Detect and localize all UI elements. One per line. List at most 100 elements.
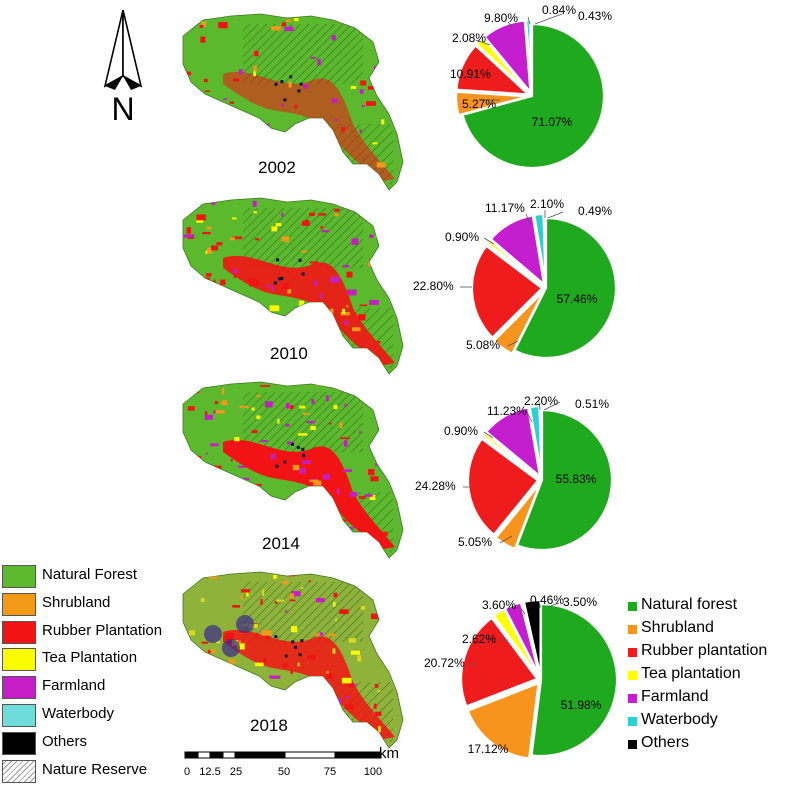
land-patch bbox=[218, 22, 228, 29]
land-patch bbox=[228, 659, 235, 665]
land-patch bbox=[340, 312, 350, 316]
land-patch bbox=[307, 655, 316, 660]
pie-leader-line bbox=[499, 535, 513, 544]
land-patch bbox=[260, 440, 268, 442]
land-patch bbox=[289, 593, 295, 599]
others-area bbox=[278, 277, 282, 281]
scale-segment bbox=[334, 751, 382, 759]
map-2014 bbox=[182, 381, 404, 559]
rubber-plantation-area bbox=[223, 255, 395, 366]
land-patch bbox=[333, 602, 336, 607]
pie-slice-shrubland bbox=[466, 681, 540, 760]
pie-slice-farmland bbox=[489, 214, 546, 288]
pie-slice-rubber-plantation bbox=[455, 43, 532, 96]
scale-segment bbox=[197, 751, 211, 759]
land-patch bbox=[341, 506, 345, 509]
land-patch bbox=[205, 250, 209, 255]
land-patch bbox=[293, 17, 299, 22]
others-area bbox=[297, 89, 301, 93]
pie-data-label: 9.80% bbox=[484, 11, 518, 25]
land-patch bbox=[378, 726, 381, 733]
land-patch bbox=[265, 633, 270, 640]
rubber-plantation-area bbox=[223, 629, 395, 740]
pie-leader-line bbox=[538, 401, 541, 411]
legend-item-tea-plantation: Tea Plantation bbox=[0, 645, 185, 673]
pie-slice-tea-plantation bbox=[485, 238, 544, 287]
land-patch bbox=[205, 452, 208, 455]
land-patch bbox=[298, 433, 308, 436]
land-patch bbox=[381, 531, 388, 537]
others-area bbox=[299, 82, 303, 86]
land-patch bbox=[376, 162, 386, 168]
land-patch bbox=[300, 587, 304, 589]
land-patch bbox=[342, 265, 350, 268]
pie-data-label: 3.60% bbox=[482, 598, 516, 612]
pie-data-label: 2.10% bbox=[530, 197, 564, 211]
land-patch bbox=[210, 649, 215, 654]
land-patch bbox=[277, 418, 280, 424]
pie-2002: 71.07% 5.27% 10.91% 2.08% 9.80% 0.84% 0.43% bbox=[450, 3, 612, 170]
pie-legend-label: Others bbox=[641, 734, 690, 751]
others-area bbox=[222, 639, 240, 657]
land-patch bbox=[297, 662, 300, 667]
land-patch bbox=[299, 405, 306, 409]
pie-slice-farmland bbox=[484, 406, 542, 480]
pie-legend-swatch bbox=[628, 625, 637, 634]
others-area bbox=[289, 75, 293, 79]
pie-leader-line bbox=[507, 21, 514, 29]
legend-item-rubber-plantation: Rubber Plantation bbox=[0, 618, 185, 646]
scale-bar: km 0 12.5 25 50 75 100 bbox=[183, 745, 413, 785]
north-arrow-icon: N bbox=[103, 9, 143, 127]
pie-leader-line bbox=[507, 340, 519, 347]
land-patch bbox=[238, 69, 243, 75]
pie-leader-line bbox=[518, 605, 526, 615]
land-patch bbox=[216, 242, 223, 246]
pie-data-label: 24.28% bbox=[415, 479, 456, 493]
land-patch bbox=[353, 684, 357, 686]
pie-legend-label: Waterbody bbox=[641, 711, 718, 728]
pie-data-label: 0.84% bbox=[542, 3, 576, 17]
land-patch bbox=[309, 212, 315, 216]
others-area bbox=[302, 454, 306, 457]
land-patch bbox=[220, 279, 226, 286]
others-area bbox=[284, 654, 288, 658]
land-patch bbox=[298, 300, 305, 307]
land-patch bbox=[255, 662, 264, 667]
pie-slice-others bbox=[528, 18, 534, 93]
land-patch bbox=[281, 103, 284, 107]
land-patch bbox=[345, 696, 350, 699]
pie-data-label: 20.72% bbox=[424, 656, 465, 670]
land-patch bbox=[341, 127, 346, 132]
land-patch bbox=[229, 101, 235, 104]
land-patch bbox=[211, 245, 219, 251]
land-patch bbox=[359, 431, 362, 434]
land-patch bbox=[274, 600, 278, 604]
land-patch bbox=[373, 703, 377, 709]
land-patch bbox=[332, 648, 336, 654]
others-area bbox=[280, 276, 284, 280]
land-patch bbox=[269, 675, 272, 678]
pie-data-label: 0.51% bbox=[575, 397, 609, 411]
land-patch bbox=[233, 269, 238, 274]
land-patch bbox=[215, 410, 225, 414]
pie-data-label: 3.50% bbox=[563, 595, 597, 609]
pie-legend-item: Natural forest bbox=[626, 595, 785, 618]
pie-data-label: 2.62% bbox=[462, 632, 496, 646]
land-patch bbox=[251, 430, 258, 434]
land-patch bbox=[200, 36, 206, 43]
pie-leader-line bbox=[534, 13, 563, 25]
pie-data-label: 0.90% bbox=[444, 424, 478, 438]
pie-2010: 57.46% 5.08% 22.80% 0.90% 11.17% 2.10% 0.49% bbox=[413, 197, 618, 360]
land-patch bbox=[232, 217, 237, 220]
land-patch bbox=[255, 632, 258, 639]
land-patch bbox=[291, 626, 298, 633]
land-patch bbox=[285, 19, 291, 22]
legend-item-natural-forest: Natural Forest bbox=[0, 562, 185, 590]
land-patch bbox=[374, 711, 382, 716]
map-2002 bbox=[182, 13, 404, 191]
pie-data-label: 0.90% bbox=[445, 230, 479, 244]
year-label-2010: 2010 bbox=[270, 344, 308, 363]
pie-legend-swatch bbox=[628, 602, 637, 611]
pie-legend-item: Others bbox=[626, 733, 785, 756]
land-patch bbox=[261, 630, 272, 636]
